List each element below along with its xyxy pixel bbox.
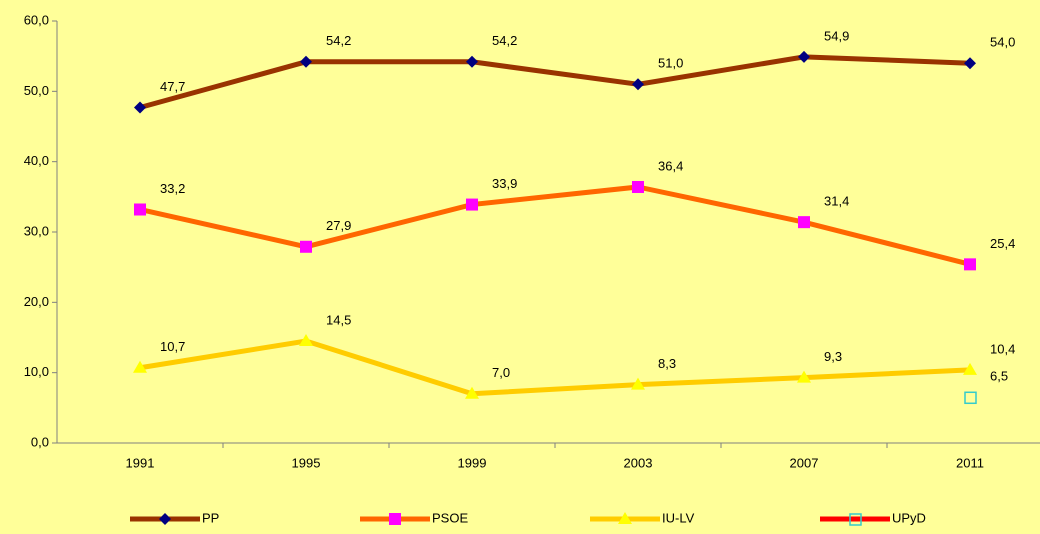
x-tick-label: 1991 <box>126 455 155 470</box>
data-label: 54,9 <box>824 28 849 43</box>
y-tick-label: 60,0 <box>24 12 49 27</box>
x-tick-label: 2007 <box>790 455 819 470</box>
data-label: 31,4 <box>824 194 849 209</box>
point <box>798 50 810 63</box>
point <box>798 216 810 229</box>
data-label: 33,9 <box>492 176 517 191</box>
series-line <box>139 54 971 110</box>
data-label: 54,2 <box>326 33 351 48</box>
data-label: 10,4 <box>990 341 1015 356</box>
x-tick-label: 1995 <box>292 455 321 470</box>
point <box>466 198 478 211</box>
y-tick-label: 40,0 <box>24 153 49 168</box>
data-label: 10,7 <box>160 339 185 354</box>
legend-label: UPyD <box>892 510 926 525</box>
series-line <box>139 338 971 397</box>
data-label: 54,2 <box>492 33 517 48</box>
point <box>964 258 976 271</box>
data-label: 47,7 <box>160 79 185 94</box>
data-label: 6,5 <box>990 369 1008 384</box>
point <box>299 334 313 347</box>
data-label: 36,4 <box>658 158 683 173</box>
y-tick-label: 30,0 <box>24 223 49 238</box>
legend-marker <box>618 512 632 524</box>
x-tick-label: 2011 <box>956 455 984 470</box>
point <box>963 362 977 375</box>
point <box>964 391 977 405</box>
point <box>134 203 146 216</box>
legend-marker <box>159 513 171 525</box>
data-label: 14,5 <box>326 312 351 327</box>
legend-marker <box>849 513 862 526</box>
point <box>632 78 644 91</box>
point <box>300 55 312 68</box>
data-label: 54,0 <box>990 35 1015 50</box>
point <box>300 240 312 253</box>
y-tick-label: 10,0 <box>24 364 49 379</box>
data-label: 25,4 <box>990 236 1015 251</box>
data-label: 33,2 <box>160 181 185 196</box>
legend-label: PP <box>202 510 219 525</box>
point <box>465 386 479 399</box>
legend-label: IU-LV <box>662 510 695 525</box>
legend-label: PSOE <box>432 510 468 525</box>
data-label: 7,0 <box>492 365 510 380</box>
point <box>631 377 645 390</box>
point <box>797 370 811 383</box>
y-tick-label: 20,0 <box>24 294 49 309</box>
data-label: 27,9 <box>326 218 351 233</box>
point <box>134 101 146 114</box>
series-line <box>139 184 971 267</box>
point <box>964 57 976 70</box>
point <box>466 55 478 68</box>
point <box>632 180 644 193</box>
x-tick-label: 2003 <box>624 455 653 470</box>
point <box>133 360 147 373</box>
legend-marker <box>389 513 401 525</box>
data-label: 9,3 <box>824 349 842 364</box>
y-tick-label: 50,0 <box>24 83 49 98</box>
x-tick-label: 1999 <box>458 455 487 470</box>
data-label: 51,0 <box>658 56 683 71</box>
y-tick-label: 0,0 <box>31 434 49 449</box>
data-label: 8,3 <box>658 356 676 371</box>
